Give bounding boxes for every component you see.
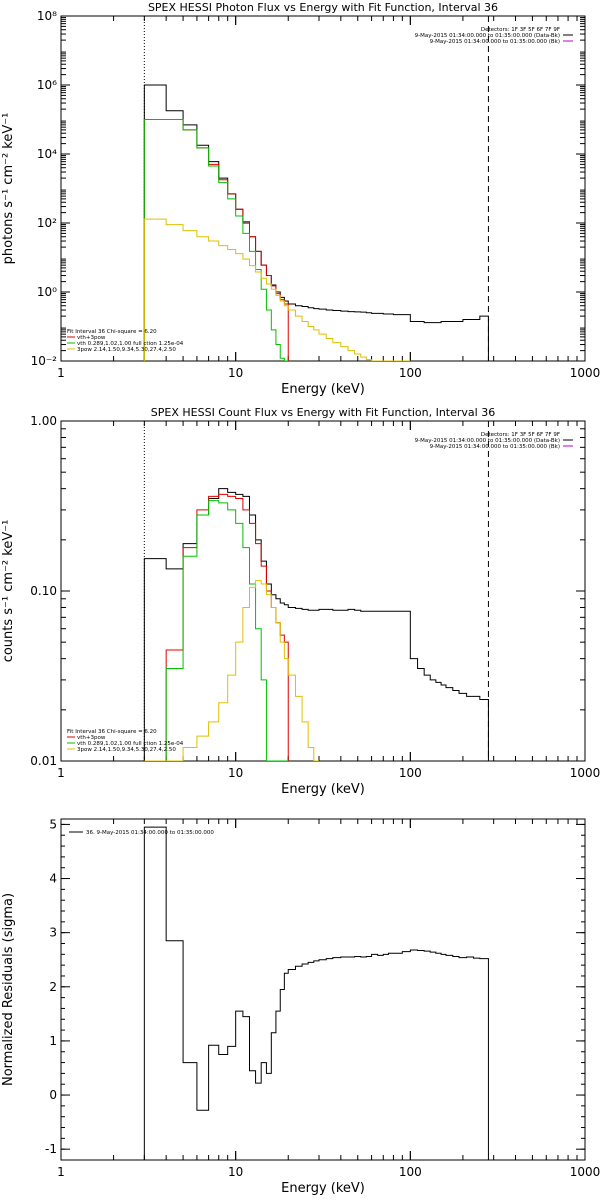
y-tick-label: 0.01 [30,754,57,768]
legend-label: Fit Interval 36 Chi-square = 6.20 [67,329,157,335]
y-tick-label: 10⁻² [31,354,58,368]
y-tick-label: 1 [49,1034,57,1048]
legend-label: vth 0.289,1.02,1.00 full ction 1.25e-04 [77,341,184,347]
x-tick-label: 10 [228,1165,243,1179]
y-tick-label: 10⁴ [37,147,57,161]
y-tick-label: 10⁰ [37,285,57,299]
legend-label: Fit Interval 36 Chi-square = 6.20 [67,729,157,735]
series-line-4 [144,580,320,761]
y-tick-label: 4 [49,872,57,886]
x-axis-label: Energy (keV) [281,1181,365,1196]
legend-label: 9-May-2015 01:34:00.000 to 01:35:00.000 … [430,39,560,45]
x-tick-label: 10 [228,766,243,780]
legend-label: 3pow 2.14,1.50,9.34,5.30,27.4,2.50 [77,747,176,753]
series-line-4 [143,218,411,361]
y-tick-label: 10⁶ [37,78,57,92]
series-line-1 [143,488,489,761]
y-axis-label: Normalized Residuals (sigma) [1,893,16,1086]
y-tick-label: 10⁸ [37,9,57,23]
plot-frame [60,420,586,762]
series-line-1 [143,826,489,1160]
legend-label: vth+3pow [77,735,106,741]
legend-label: Detectors: 1F 3F 5F 6F 7F 9F [481,27,560,33]
y-tick-label: 1.00 [30,414,57,428]
x-tick-label: 1000 [570,1165,600,1179]
y-axis-label: counts s⁻¹ cm⁻² keV⁻¹ [1,520,16,663]
x-tick-label: 10 [228,366,243,380]
chart-panel-1: SPEX HESSI Photon Flux vs Energy with Fi… [1,1,600,397]
legend-label: 9-May-2015 01:34:00.000 to 01:35:00.000 … [415,33,560,39]
y-tick-label: 3 [49,926,57,940]
series-line-3 [143,119,289,361]
y-tick-label: 0.10 [30,584,57,598]
chart-title: SPEX HESSI Photon Flux vs Energy with Fi… [148,1,498,14]
x-tick-label: 1 [57,1165,65,1179]
legend-label: 9-May-2015 01:34:00.000 to 01:35:00.000 … [430,444,560,450]
x-axis-label: Energy (keV) [281,382,365,397]
y-tick-label: 2 [49,980,57,994]
y-tick-label: 5 [49,817,57,831]
y-tick-label: 0 [49,1088,57,1102]
y-axis-label: photons s⁻¹ cm⁻² keV⁻¹ [1,113,16,265]
y-tick-label: 10² [37,216,57,230]
plot-frame [60,15,586,362]
legend-label: 36. 9-May-2015 01:34:00.000 to 01:35:00.… [86,830,214,836]
chart-panel-3: 1 10 100 1000 -1 0 1 2 3 4 5 Energy (keV) Normalized… [1,817,600,1196]
chart-title: SPEX HESSI Count Flux vs Energy with Fit… [151,406,495,419]
x-tick-label: 1000 [570,366,600,380]
x-tick-label: 100 [399,1165,422,1179]
chart-panel-2: SPEX HESSI Count Flux vs Energy with Fit… [1,406,600,797]
series-line-2 [143,119,289,361]
plot-frame [60,818,586,1161]
x-tick-label: 100 [399,366,422,380]
legend-label: Detectors: 1F 3F 5F 6F 7F 9F [481,432,560,438]
x-tick-label: 1000 [570,766,600,780]
x-tick-label: 1 [57,366,65,380]
legend-label: 9-May-2015 01:34:00.000 to 01:35:00.000 … [415,438,560,444]
x-tick-label: 1 [57,766,65,780]
legend-label: vth+3pow [77,335,106,341]
x-axis-label: Energy (keV) [281,782,365,797]
legend-label: vth 0.289,1.02,1.00 full ction 1.25e-04 [77,741,184,747]
x-tick-label: 100 [399,766,422,780]
series-line-1 [143,84,489,361]
y-tick-label: -1 [45,1142,57,1156]
legend-label: 3pow 2.14,1.50,9.34,5.30,27.4,2.50 [77,347,176,353]
series-line-3 [144,500,289,761]
